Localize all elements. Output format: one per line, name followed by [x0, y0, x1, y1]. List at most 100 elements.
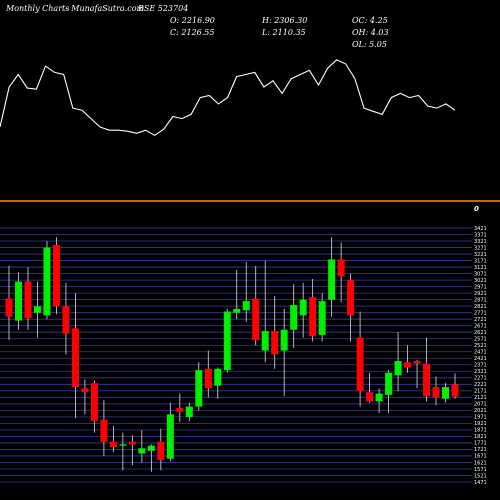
candle-body-up — [242, 301, 250, 311]
candle-body-down — [366, 392, 374, 402]
candle-body-down — [413, 360, 421, 364]
candle — [43, 241, 51, 320]
candle-body-down — [356, 337, 364, 391]
candle — [223, 308, 231, 373]
candle — [166, 402, 174, 462]
source-label: - MunafaSutra.com — [66, 4, 145, 13]
candle — [442, 383, 450, 403]
candle-body-up — [147, 445, 155, 451]
grid-lines — [0, 227, 472, 483]
candle — [261, 260, 269, 363]
oc-value: OC: 4.25 — [352, 16, 388, 25]
candle — [309, 278, 317, 342]
candle-body-up — [290, 304, 298, 330]
candle — [337, 242, 345, 303]
candle — [318, 293, 326, 342]
candle — [252, 265, 260, 346]
candle — [5, 265, 13, 341]
candle-body-down — [5, 298, 13, 317]
candle — [347, 273, 355, 342]
candle-body-up — [280, 329, 288, 351]
y-tick-label: 1921 — [474, 421, 487, 427]
candle — [52, 237, 60, 315]
candle-body-up — [442, 387, 450, 399]
candle-body-up — [214, 368, 222, 386]
candle — [385, 370, 393, 414]
y-tick-label: 2871 — [474, 297, 487, 303]
y-tick-label: 2121 — [474, 395, 487, 401]
y-tick-label: 2471 — [474, 350, 487, 356]
candle — [214, 367, 222, 399]
y-tick-label: 2671 — [474, 323, 487, 329]
y-tick-label: 3321 — [474, 239, 487, 245]
candle-body-down — [271, 331, 279, 355]
candle-body-down — [204, 368, 212, 389]
candle-body-up — [299, 299, 307, 316]
y-tick-label: 1471 — [474, 480, 487, 486]
marker-label: 0 — [474, 205, 479, 213]
indicator-line — [0, 59, 456, 137]
y-tick-label: 2021 — [474, 408, 487, 414]
y-tick-label: 2421 — [474, 356, 487, 362]
candle — [299, 282, 307, 338]
high-value: H: 2306.30 — [262, 16, 308, 25]
y-tick-label: 1521 — [474, 473, 487, 479]
candle — [366, 372, 374, 403]
candle-body-down — [432, 387, 440, 398]
candle — [195, 362, 203, 411]
candle — [394, 332, 402, 391]
y-axis-labels: 1471152115711621167117211771182118711921… — [474, 226, 487, 486]
candle-body-up — [328, 259, 336, 300]
candle-body-down — [109, 441, 117, 447]
y-tick-label: 2921 — [474, 291, 487, 297]
ol-value: OL: 5.05 — [352, 40, 387, 49]
y-tick-label: 2621 — [474, 330, 487, 336]
candle — [109, 426, 117, 453]
y-tick-label: 1721 — [474, 447, 487, 453]
candle-body-down — [451, 384, 459, 397]
candle-body-down — [176, 407, 184, 412]
candle — [24, 267, 32, 330]
open-value: O: 2216.90 — [170, 16, 215, 25]
candle-body-up — [195, 370, 203, 407]
candle-body-down — [309, 297, 317, 337]
candle-body-up — [33, 306, 41, 313]
y-tick-label: 3221 — [474, 252, 487, 258]
y-tick-label: 1821 — [474, 434, 487, 440]
candle — [233, 269, 241, 320]
candle — [185, 402, 193, 421]
candle-body-up — [119, 444, 127, 446]
candle — [81, 379, 89, 415]
y-tick-label: 2721 — [474, 317, 487, 323]
candle — [375, 388, 383, 414]
y-tick-label: 1621 — [474, 460, 487, 466]
candle-body-down — [24, 281, 32, 319]
y-tick-label: 3371 — [474, 232, 487, 238]
candle-body-up — [233, 308, 241, 313]
y-tick-label: 1971 — [474, 415, 487, 421]
candle-body-up — [261, 331, 269, 351]
candle-body-up — [385, 372, 393, 395]
candle-body-down — [347, 280, 355, 316]
y-tick-label: 3021 — [474, 278, 487, 284]
candle-body-up — [223, 311, 231, 371]
y-tick-label: 2221 — [474, 382, 487, 388]
candle-body-up — [138, 448, 146, 454]
y-tick-label: 2521 — [474, 343, 487, 349]
y-tick-label: 2971 — [474, 284, 487, 290]
candle-body-down — [128, 441, 136, 445]
candle-body-up — [375, 393, 383, 402]
y-tick-label: 2571 — [474, 337, 487, 343]
candle — [147, 444, 155, 472]
candle — [356, 311, 364, 407]
candle — [14, 272, 22, 330]
candle — [71, 293, 79, 419]
candle — [404, 345, 412, 373]
y-tick-label: 2271 — [474, 376, 487, 382]
candle — [100, 400, 108, 457]
candle — [413, 359, 421, 389]
y-tick-label: 2321 — [474, 369, 487, 375]
candle — [119, 432, 127, 471]
oh-value: OH: 4.03 — [352, 28, 389, 37]
